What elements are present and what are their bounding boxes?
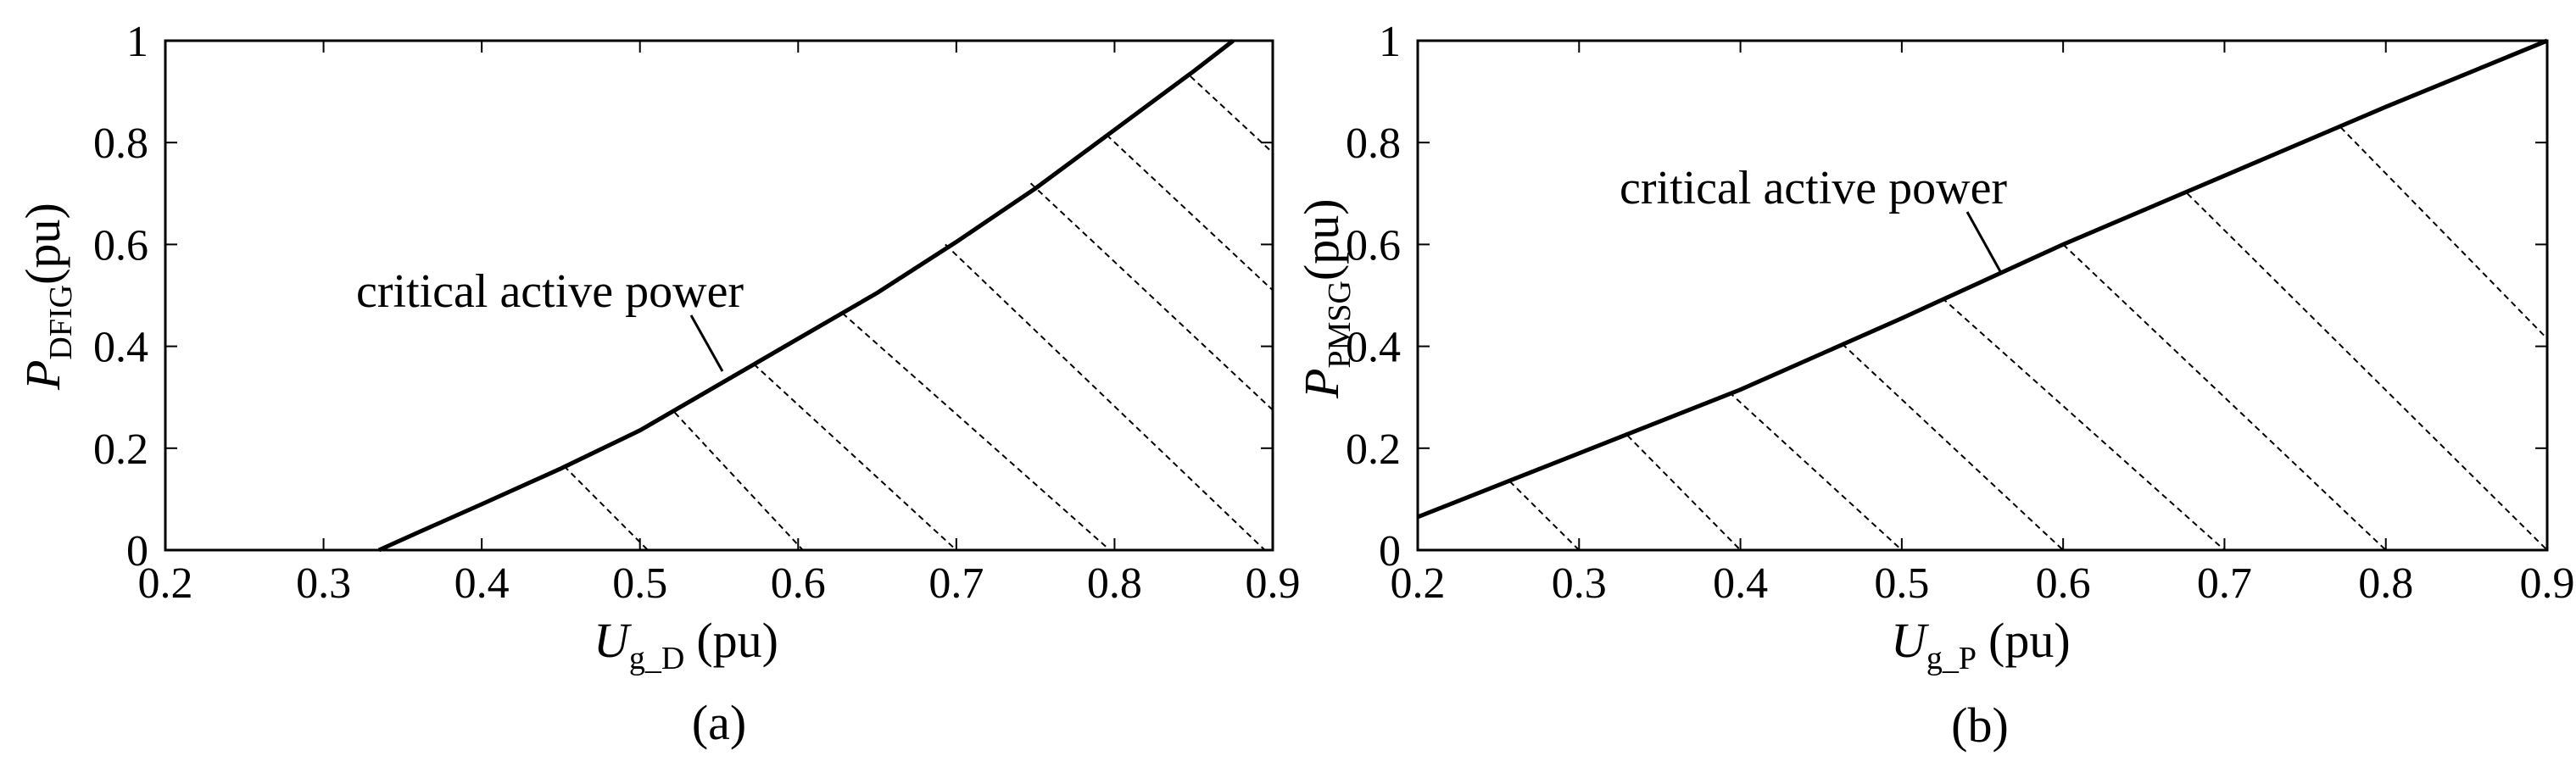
panel-b: critical active power 0.2 0.3 0.4 0.5 0.6 0.7… [1294,18,2575,753]
annotation-b: critical active power [1620,162,2007,214]
x-tick-label: 0.5 [1874,559,1929,608]
annotation-leader-b [1965,211,2003,274]
y-tick-label: 1 [126,18,148,66]
hatch-line [945,243,1266,551]
hatch-line [1106,134,1274,292]
hatch-line [2186,192,2548,551]
y-axis-unit-a: (pu) [15,203,70,285]
y-axis-symbol-a: P [15,360,70,391]
y-tick-label: 1 [1379,18,1401,66]
x-axis-subscript-b: g_P [1926,641,1977,676]
caption-a: (a) [692,695,746,750]
critical-power-curve-a [377,39,1235,553]
caption-b: (b) [1951,698,2009,753]
y-tick-label: 0.6 [1346,221,1401,270]
plot-area-a [164,39,1274,552]
y-axis-label-a: PDFIG(pu) [15,203,79,391]
hatch-line [1841,342,2064,551]
y-axis-symbol-b: P [1294,369,1349,399]
x-tick-label: 0.3 [1552,559,1607,608]
y-axis-subscript-b: PMSG [1322,281,1358,369]
y-tick-label: 0.4 [93,324,148,372]
hatch-line [563,465,649,551]
x-tick-label: 0.7 [2197,559,2252,608]
x-axis-subscript-a: g_D [629,641,684,676]
hatch-lines-a [563,75,1274,551]
hatch-line [1941,297,2226,551]
x-tick-label: 0.4 [454,559,510,608]
x-tick-label: 0.8 [2358,559,2413,608]
hatch-line [1626,435,1742,551]
y-ticks-b: 0 0.2 0.4 0.6 0.8 1 [1346,18,2547,576]
hatch-line [2062,243,2387,551]
x-tick-label: 0.8 [1087,559,1142,608]
y-ticks-a: 0 0.2 0.4 0.6 0.8 1 [93,18,1273,576]
x-tick-label: 0.7 [928,559,984,608]
y-axis-subscript-a: DFIG [43,285,79,360]
x-tick-label: 0.2 [1391,559,1446,608]
x-tick-label: 0.9 [2520,559,2575,608]
x-tick-label: 0.9 [1246,559,1301,608]
hatch-line [753,363,957,551]
hatch-line [1728,391,1903,551]
x-axis-symbol-b: U [1891,613,1930,668]
x-ticks-a: 0.2 0.3 0.4 0.5 0.6 0.7 0.8 0.9 [138,41,1301,608]
hatch-lines-b [1508,126,2548,551]
y-axis-label-b: PPMSG(pu) [1294,198,1358,399]
x-ticks-b: 0.2 0.3 0.4 0.5 0.6 0.7 0.8 0.9 [1391,41,2575,608]
plot-area-b [1416,39,2549,552]
hatch-line [841,312,1111,551]
hatch-line [1029,182,1274,411]
x-tick-label: 0.2 [138,559,193,608]
y-tick-label: 0.6 [93,221,148,270]
hatch-line [1508,481,1580,551]
x-axis-label-a: Ug_D (pu) [594,613,778,676]
y-tick-label: 0 [126,527,148,576]
x-tick-label: 0.4 [1713,559,1768,608]
hatch-line [674,412,804,551]
y-tick-label: 0.8 [1346,120,1401,168]
y-tick-label: 0.2 [1346,425,1401,474]
x-axis-unit-a: (pu) [696,613,778,668]
y-tick-label: 0.2 [93,425,148,474]
x-tick-label: 0.6 [771,559,826,608]
x-tick-label: 0.6 [2036,559,2091,608]
x-axis-label-b: Ug_P (pu) [1891,613,2071,676]
x-tick-label: 0.5 [612,559,667,608]
x-axis-symbol-a: U [594,613,633,668]
y-tick-label: 0 [1379,527,1401,576]
hatch-line [1190,75,1274,153]
critical-power-curve-b [1417,38,2548,520]
hatch-line [2339,126,2548,340]
panel-a: critical active power 0.2 0.3 0.4 0.5 0.6 0.7… [15,18,1301,750]
annotation-leader-a [689,314,724,372]
y-tick-label: 0.8 [93,120,148,168]
annotation-a: critical active power [356,265,744,318]
y-tick-label: 0.4 [1346,324,1401,372]
y-axis-unit-b: (pu) [1294,198,1349,281]
x-axis-unit-b: (pu) [1988,613,2071,668]
x-tick-label: 0.3 [296,559,351,608]
